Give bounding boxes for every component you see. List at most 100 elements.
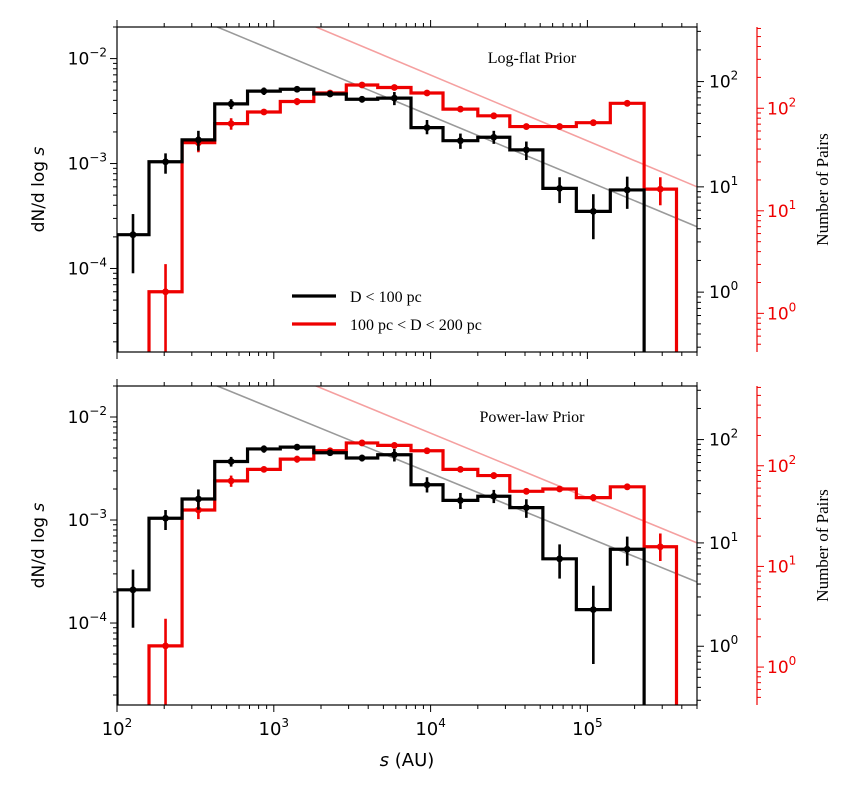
- red-data-point: [194, 506, 202, 514]
- plot-frame: [116, 385, 698, 706]
- right-axis-tick-label: 100: [709, 279, 738, 303]
- y2-axis-label: Number of Pairs: [813, 489, 832, 601]
- right-axis-tick-label: 100: [709, 633, 738, 657]
- black-data-point: [194, 495, 202, 503]
- bottom-plot-area: 10−2 10−3 10−4 100 101 102 100 101 102 Power-law …: [68, 379, 796, 712]
- y-tick-label: 10−3: [68, 507, 107, 531]
- black-data-point: [358, 95, 366, 103]
- red-histogram-step: [147, 83, 679, 352]
- red-data-point: [623, 483, 631, 491]
- black-data-point: [227, 100, 235, 108]
- black-data-point: [162, 158, 169, 166]
- red-data-point: [589, 119, 597, 127]
- red-data-point: [589, 494, 597, 502]
- x-tick-label: 104: [415, 716, 446, 740]
- black-data-point: [194, 136, 202, 144]
- red-data-point: [390, 84, 398, 91]
- red-data-point: [423, 89, 431, 97]
- y-tick-label: 10−2: [68, 46, 107, 70]
- y-tick-label: 10−4: [68, 255, 107, 279]
- black-data-point: [162, 514, 169, 522]
- red-data-point: [623, 99, 631, 107]
- black-data-point: [293, 443, 301, 451]
- legend: D < 100 pc 100 pc < D < 200 pc: [292, 289, 482, 334]
- black-histogram-step: [117, 87, 646, 352]
- red-data-point: [293, 455, 301, 463]
- red-axis-tick-label: 102: [767, 95, 796, 119]
- black-data-point: [457, 497, 464, 504]
- red-data-point: [227, 120, 235, 128]
- black-trend-line: [215, 27, 697, 228]
- top-plot-area: 10−2 10−3 10−4 100 101 102 100 101 102 Log-flat P…: [68, 20, 796, 359]
- red-axis-tick-label: 102: [767, 453, 796, 477]
- black-data-point: [623, 545, 631, 553]
- black-data-point: [260, 87, 268, 95]
- red-axis-tick-label: 100: [767, 300, 796, 324]
- y-axis-label: dN/d log s: [29, 147, 49, 233]
- black-data-point: [293, 85, 301, 93]
- red-trend-line: [314, 27, 697, 188]
- red-axis-tick-label: 101: [767, 198, 796, 222]
- red-data-point: [227, 477, 235, 485]
- black-trend-line: [215, 386, 697, 583]
- red-data-point: [656, 543, 664, 551]
- plot-frame: [116, 26, 698, 353]
- black-data-point: [260, 445, 268, 453]
- black-data-point: [457, 137, 464, 145]
- right-axis-tick-label: 102: [709, 427, 738, 451]
- x-tick-label: 105: [572, 716, 603, 740]
- black-data-point: [556, 184, 564, 192]
- bottom-panel: 10−2 10−3 10−4 100 101 102 100 101 102 Power-law …: [68, 379, 796, 712]
- black-histogram-step: [117, 445, 646, 705]
- black-data-point: [589, 207, 597, 215]
- black-data-point: [490, 133, 498, 141]
- black-data-point: [326, 449, 334, 457]
- black-data-point: [522, 504, 530, 511]
- x-axis-label: s (AU): [380, 750, 435, 771]
- black-data-point: [490, 492, 498, 500]
- red-data-point: [390, 442, 398, 449]
- right-axis-tick-label: 101: [709, 530, 738, 554]
- y-tick-label: 10−2: [68, 404, 107, 428]
- right-axis-tick-label: 102: [709, 69, 738, 93]
- red-data-point: [522, 487, 530, 495]
- red-trend-line: [313, 386, 697, 544]
- y2-axis-label: Number of Pairs: [813, 133, 832, 245]
- red-data-point: [522, 123, 530, 130]
- black-data-point: [129, 586, 137, 594]
- red-data-point: [260, 108, 268, 116]
- x-tick-label: 102: [102, 716, 133, 740]
- red-data-point: [162, 642, 169, 650]
- black-data-point: [227, 458, 235, 465]
- red-data-point: [656, 185, 664, 193]
- black-data-point: [390, 451, 398, 459]
- top-panel: 10−2 10−3 10−4 100 101 102 100 101 102 Log-flat P…: [68, 20, 796, 359]
- x-tick-label: 103: [259, 716, 290, 740]
- red-data-point: [358, 81, 366, 89]
- red-axis-tick-label: 101: [767, 553, 796, 577]
- red-data-point: [556, 123, 564, 130]
- panel-annotation: Power-law Prior: [480, 409, 586, 426]
- black-data-point: [589, 606, 597, 613]
- red-data-point: [556, 485, 564, 493]
- panel-annotation: Log-flat Prior: [488, 50, 577, 67]
- black-data-point: [423, 124, 431, 131]
- red-data-point: [260, 466, 268, 473]
- plot-content: [117, 386, 697, 705]
- black-data-point: [129, 231, 137, 239]
- red-data-point: [490, 472, 498, 479]
- y-axis-label: dN/d log s: [29, 503, 49, 589]
- black-data-point: [390, 94, 398, 102]
- red-data-point: [358, 439, 366, 447]
- right-axis-tick-label: 101: [709, 174, 738, 198]
- black-data-point: [623, 186, 631, 194]
- black-data-point: [358, 454, 366, 462]
- black-data-point: [522, 146, 530, 154]
- red-data-point: [423, 447, 431, 455]
- red-data-point: [490, 112, 498, 120]
- red-data-point: [293, 98, 301, 105]
- red-axis-tick-label: 100: [767, 654, 796, 678]
- black-data-point: [556, 555, 564, 563]
- red-data-point: [162, 288, 169, 296]
